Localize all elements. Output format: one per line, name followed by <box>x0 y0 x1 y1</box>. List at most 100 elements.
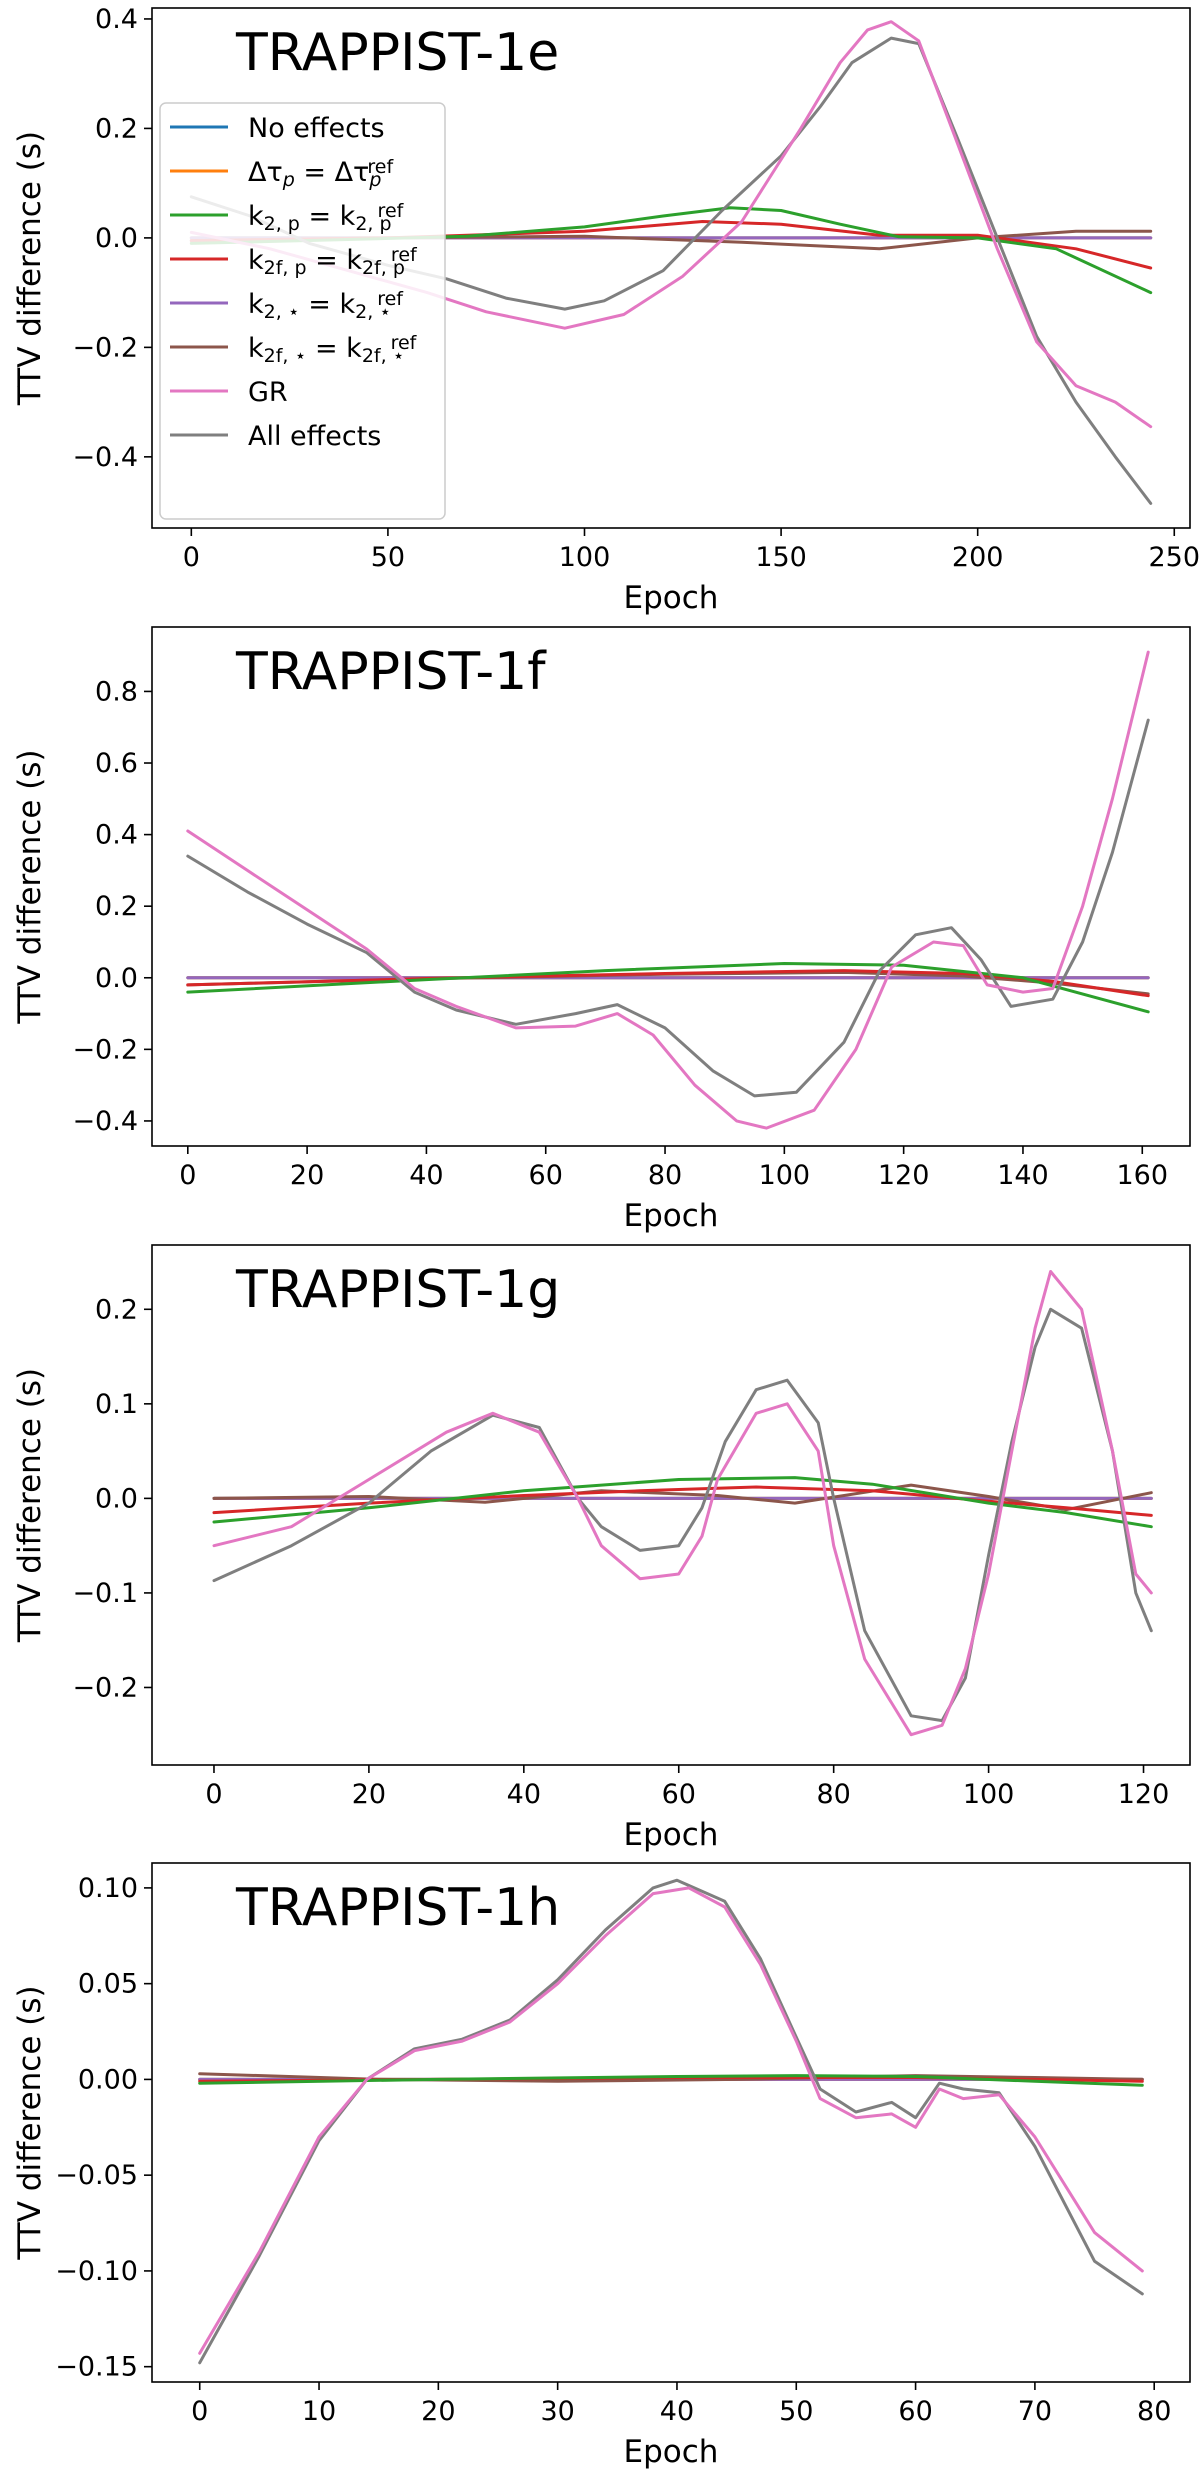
y-tick-label: 0.8 <box>95 676 138 707</box>
axes-frame <box>151 7 1191 529</box>
series-line-k2p <box>186 962 1150 1014</box>
x-tick-label: 30 <box>540 2396 574 2427</box>
x-tick-label: 80 <box>1137 2396 1171 2427</box>
x-axis-label: Epoch <box>624 1198 719 1234</box>
panel-title: TRAPPIST-1f <box>235 642 547 702</box>
panel-trappist-1g: 0 20 40 60 80 100 120 −0.2 −0.1 0.0 0.1 0.2 Epoch TTV… <box>12 1244 1191 1853</box>
legend-label-part: p <box>282 169 295 191</box>
x-axis-label: Epoch <box>624 580 719 616</box>
series-line-all-effects <box>212 1307 1153 1723</box>
legend-label-part: All effects <box>248 421 381 452</box>
axes-frame <box>151 626 1191 1147</box>
series-line-k2p <box>189 206 1153 295</box>
legend-label-part: = k <box>307 245 363 276</box>
x-axis-label: Epoch <box>624 1817 719 1853</box>
legend-label-part: ref <box>377 288 404 310</box>
x-tick-label: 20 <box>421 2396 455 2427</box>
x-tick-label: 200 <box>952 542 1004 573</box>
legend-label-part: = k <box>300 289 356 320</box>
y-axis-label: TTV difference (s) <box>12 749 48 1024</box>
x-tick-label: 0 <box>179 1160 196 1191</box>
x-tick-label: 20 <box>352 1779 386 1810</box>
y-tick-label: −0.4 <box>72 442 138 473</box>
series-group <box>186 650 1150 1130</box>
series-line-k2p <box>212 1476 1153 1529</box>
axes-frame <box>151 1244 1191 1766</box>
panel-trappist-1f: 0 20 40 60 80 100 120 140 160 −0.4 −0.2 0.0 0.2 0.4 0.… <box>12 626 1191 1234</box>
x-tick-label: 120 <box>1118 1779 1170 1810</box>
x-tick-label: 150 <box>755 542 807 573</box>
y-tick-label: 0.0 <box>95 1483 138 1514</box>
y-tick-label: 0.10 <box>78 1873 138 1904</box>
y-tick-label: 0.2 <box>95 1294 138 1325</box>
legend-label-part: 2, p <box>264 213 300 235</box>
y-tick-label: 0.05 <box>78 1969 138 2000</box>
x-tick-label: 50 <box>779 2396 813 2427</box>
legend-entry-label: GR <box>248 377 288 408</box>
series-line-gr <box>198 1886 1144 2355</box>
x-tick-label: 20 <box>290 1160 324 1191</box>
x-tick-label: 250 <box>1148 542 1200 573</box>
x-tick-label: 100 <box>559 542 611 573</box>
y-tick-label: 0.1 <box>95 1389 138 1420</box>
y-tick-label: 0.4 <box>95 4 138 35</box>
panel-trappist-1e: 0 50 100 150 200 250 −0.4 −0.2 0.0 0.2 0.4 Epoch TTV… <box>12 4 1200 616</box>
x-tick-label: 0 <box>183 542 200 573</box>
legend-entry-label: k2f, p = k2f, pref <box>248 244 418 279</box>
axes-frame <box>151 1862 1191 2383</box>
legend-label-part: k <box>248 289 264 320</box>
legend-entry-label: k2, ⋆ = k2, ⋆ref <box>248 288 404 323</box>
y-axis-label: TTV difference (s) <box>12 131 48 406</box>
y-axis-label: TTV difference (s) <box>12 1985 48 2260</box>
series-line-k2p <box>198 2074 1144 2087</box>
series-line-all-effects <box>186 718 1150 1098</box>
y-tick-label: −0.05 <box>55 2160 138 2191</box>
x-tick-label: 40 <box>409 1160 443 1191</box>
y-tick-label: −0.2 <box>72 332 138 363</box>
series-line-gr <box>212 1270 1153 1737</box>
y-tick-label: −0.10 <box>55 2256 138 2287</box>
x-tick-label: 0 <box>205 1779 222 1810</box>
legend-label-part: 2f, p <box>264 257 307 279</box>
x-tick-label: 160 <box>1117 1160 1169 1191</box>
y-tick-label: 0.00 <box>78 2064 138 2095</box>
legend-box <box>159 102 446 520</box>
y-axis-label: TTV difference (s) <box>12 1368 48 1643</box>
series-line-all-effects <box>198 1878 1144 2365</box>
x-tick-label: 80 <box>816 1779 850 1810</box>
legend-label-part: 2f, ⋆ <box>264 345 307 367</box>
legend-label-part: 2, ⋆ <box>264 301 300 323</box>
panel-trappist-1h: 0 10 20 30 40 50 60 70 80 −0.15 −0.10 −0.05 0.00 0.05… <box>12 1862 1191 2470</box>
legend-label-part: GR <box>248 377 288 408</box>
legend-label-part: 2, p <box>355 213 391 235</box>
y-tick-label: −0.2 <box>72 1034 138 1065</box>
legend-label-part: k <box>248 333 264 364</box>
y-tick-label: −0.4 <box>72 1106 138 1137</box>
x-tick-label: 70 <box>1018 2396 1052 2427</box>
legend-entry-label: All effects <box>248 421 381 452</box>
y-tick-label: −0.2 <box>72 1672 138 1703</box>
legend-entry-label: No effects <box>248 113 385 144</box>
legend-entry-label: k2f, ⋆ = k2f, ⋆ref <box>248 332 418 367</box>
series-group <box>212 1270 1153 1737</box>
legend-entry-label: Δτp = Δτpref <box>248 156 394 191</box>
legend-label-part: ref <box>391 332 418 354</box>
y-tick-label: −0.1 <box>72 1578 138 1609</box>
x-tick-label: 60 <box>662 1779 696 1810</box>
legend-label-part: 2, ⋆ <box>355 301 391 323</box>
legend-label-part: = k <box>306 333 362 364</box>
panel-title: TRAPPIST-1g <box>235 1260 560 1320</box>
legend-label-part: ref <box>367 156 394 178</box>
legend-label-part: p <box>368 169 381 191</box>
x-tick-label: 100 <box>963 1779 1015 1810</box>
panel-title: TRAPPIST-1h <box>235 1878 560 1938</box>
y-tick-label: 0.6 <box>95 748 138 779</box>
series-group <box>198 1878 1144 2365</box>
x-tick-label: 60 <box>529 1160 563 1191</box>
x-tick-label: 40 <box>507 1779 541 1810</box>
x-tick-label: 10 <box>302 2396 336 2427</box>
x-tick-label: 100 <box>759 1160 811 1191</box>
legend-label-part: No effects <box>248 113 385 144</box>
